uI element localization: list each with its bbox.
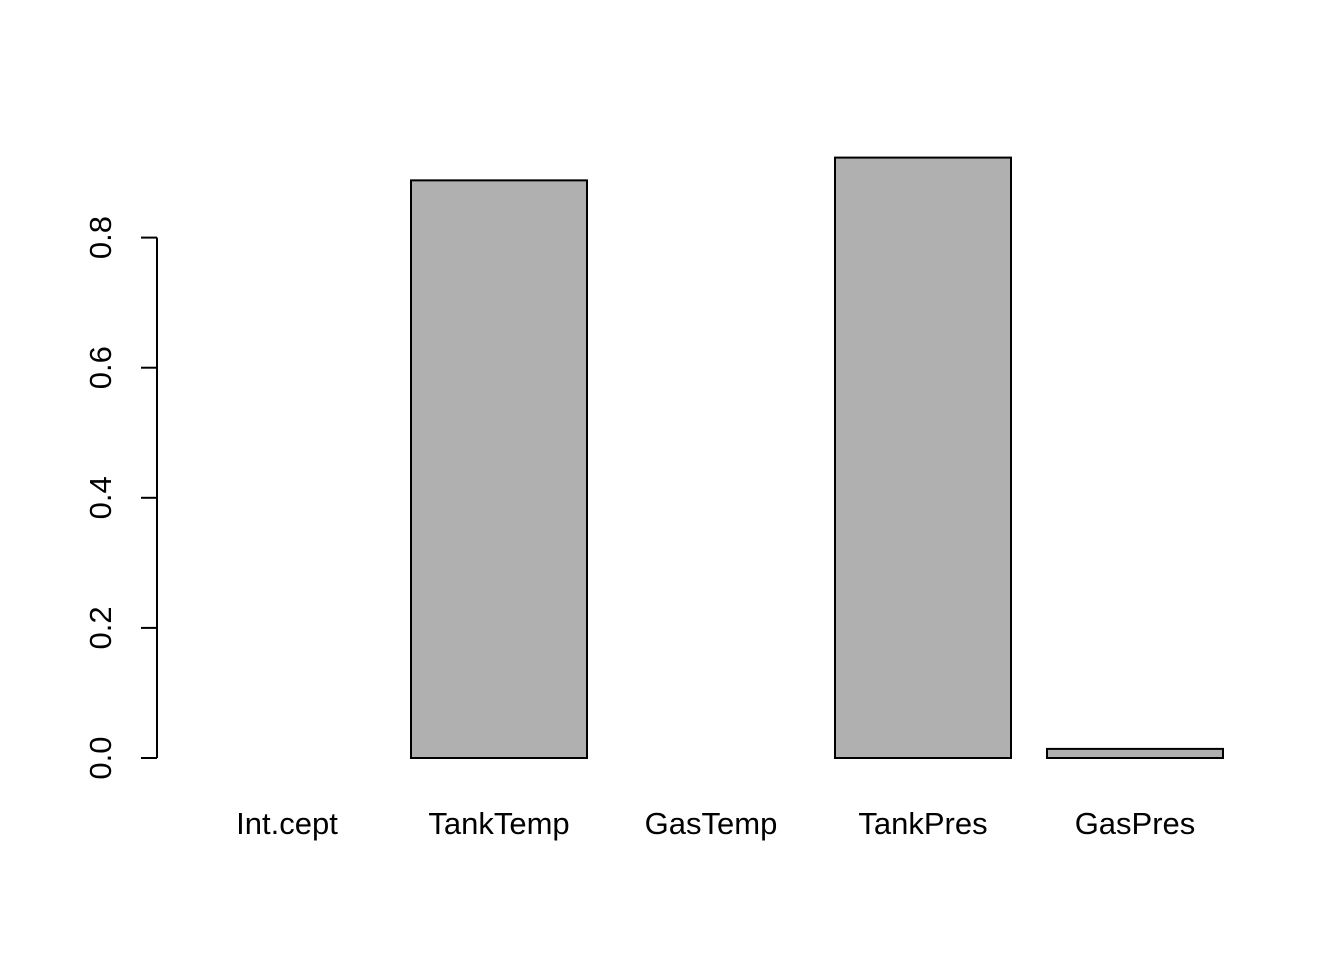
bar-gaspres (1046, 747, 1224, 760)
y-tick-label: 0.6 (83, 346, 118, 389)
x-category-label: TankPres (858, 806, 987, 841)
x-axis-labels: Int.cept TankTemp GasTemp TankPres GasPres (236, 806, 1195, 841)
y-tick-label: 0.4 (83, 476, 118, 519)
x-category-label: GasPres (1075, 806, 1196, 841)
x-category-label: GasTemp (645, 806, 778, 841)
bar-tanktemp (410, 179, 588, 759)
bar-tankpres (834, 156, 1012, 759)
x-category-label: TankTemp (428, 806, 569, 841)
y-axis: 0.0 0.2 0.4 0.6 0.8 (83, 216, 158, 780)
y-tick-label: 0.0 (83, 736, 118, 779)
y-tick-label: 0.2 (83, 606, 118, 649)
x-category-label: Int.cept (236, 806, 338, 841)
y-tick-label: 0.8 (83, 216, 118, 259)
bars-group (410, 156, 1224, 760)
